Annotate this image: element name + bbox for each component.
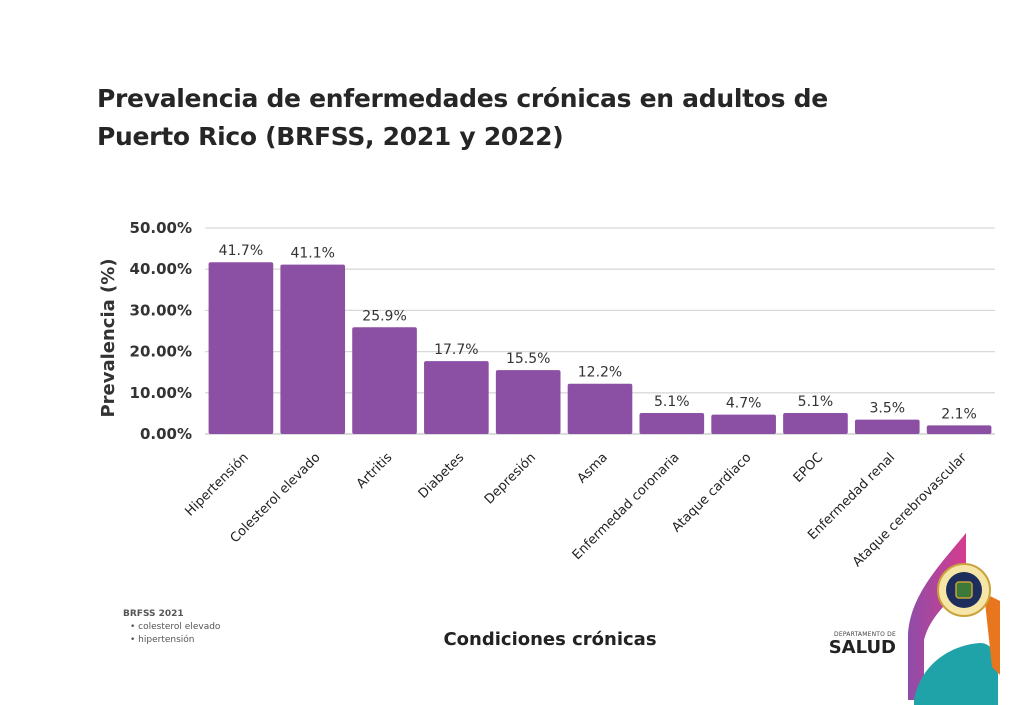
data-label: 12.2% xyxy=(578,365,622,381)
data-label: 41.1% xyxy=(290,246,334,262)
bar xyxy=(639,412,705,434)
x-tick-label: EPOC xyxy=(791,450,827,486)
y-tick-label: 10.00% xyxy=(130,384,192,402)
department-name: SALUD xyxy=(828,637,896,658)
bars xyxy=(208,262,992,434)
bar xyxy=(926,425,992,434)
bar xyxy=(280,264,346,434)
data-label: 15.5% xyxy=(506,351,550,367)
bar xyxy=(352,327,417,434)
y-axis-label: Prevalencia (%) xyxy=(98,258,119,417)
y-tick-label: 20.00% xyxy=(130,343,192,361)
footnote: BRFSS 2021 • colesterol elevado • hipert… xyxy=(123,608,220,647)
data-label: 17.7% xyxy=(434,342,478,358)
x-tick-label: Hipertensión xyxy=(183,450,252,519)
bar xyxy=(711,414,776,434)
y-tick-label: 30.00% xyxy=(130,301,192,319)
x-tick-label: Diabetes xyxy=(416,450,468,502)
data-label: 5.1% xyxy=(798,394,834,410)
data-label: 3.5% xyxy=(869,401,905,417)
x-tick-label: Depresión xyxy=(482,450,539,507)
department-label: DEPARTAMENTO DE xyxy=(834,631,896,638)
data-label: 5.1% xyxy=(654,394,690,410)
y-tick-label: 0.00% xyxy=(140,425,192,443)
data-label: 25.9% xyxy=(362,308,406,324)
footnote-heading: BRFSS 2021 xyxy=(123,609,184,619)
bar xyxy=(208,262,274,434)
bar xyxy=(854,419,920,434)
y-tick-label: 50.00% xyxy=(130,219,192,237)
data-labels: 41.7% 41.1% 25.9% 17.7% 15.5% 12.2% 5.1% 4.7% 5.… xyxy=(219,243,977,422)
x-tick-label: Ataque cardiaco xyxy=(669,450,754,535)
bar xyxy=(495,370,561,434)
bar xyxy=(424,361,489,434)
chart-title: Prevalencia de enfermedades crónicas en … xyxy=(97,84,828,151)
footnote-item: • hipertensión xyxy=(130,635,195,645)
bar xyxy=(567,383,633,434)
footnote-item: • colesterol elevado xyxy=(130,622,221,632)
data-label: 41.7% xyxy=(219,243,263,259)
x-tick-label: Artritis xyxy=(354,450,396,492)
x-axis-title: Condiciones crónicas xyxy=(443,629,657,650)
salud-logo-icon xyxy=(908,533,1000,705)
logo-ribbon-orange xyxy=(984,593,1000,675)
department-logo-text: DEPARTAMENTO DE SALUD xyxy=(806,631,896,658)
data-label: 4.7% xyxy=(726,396,762,412)
bar xyxy=(783,412,848,434)
x-tick-label: Asma xyxy=(575,450,611,486)
y-tick-label: 40.00% xyxy=(130,260,192,278)
logo-ribbon-teal xyxy=(914,643,998,705)
data-label: 2.1% xyxy=(941,406,977,422)
y-axis-ticks: 0.00% 10.00% 20.00% 30.00% 40.00% 50.00% xyxy=(130,219,192,443)
